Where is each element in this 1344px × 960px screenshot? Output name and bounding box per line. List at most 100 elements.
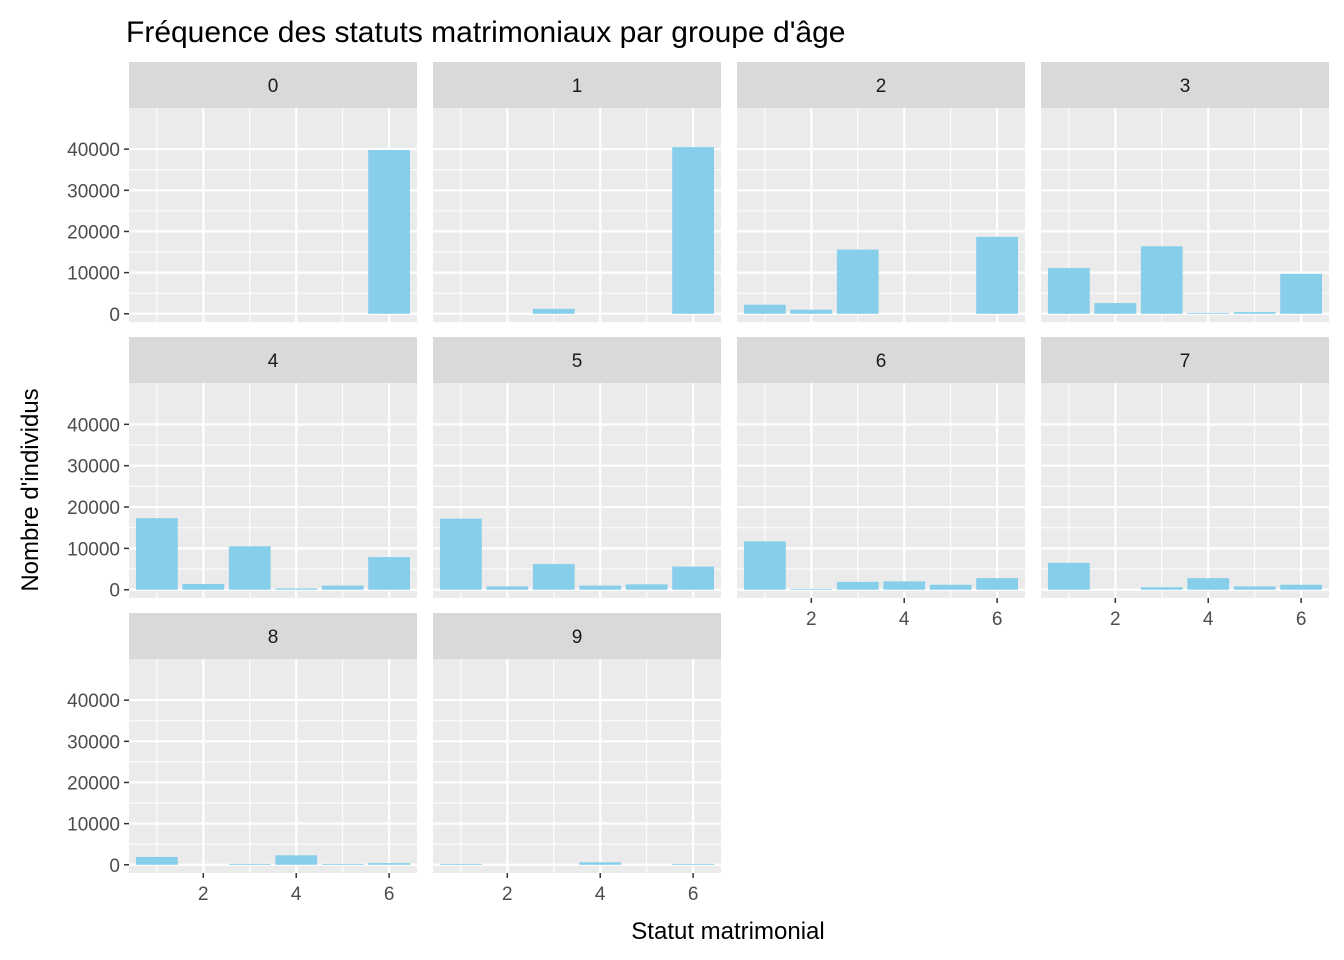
y-tick-label: 10000 (67, 539, 120, 560)
facet-strip-label: 4 (268, 351, 279, 372)
x-tick-label: 2 (1110, 609, 1121, 630)
facet-panel-5: 5 (433, 337, 721, 598)
x-tick-label: 2 (198, 884, 209, 905)
bar (275, 855, 318, 865)
y-tick-label: 40000 (67, 691, 120, 712)
bar (976, 236, 1019, 314)
facet-panel-3: 3 (1041, 62, 1329, 322)
y-tick-label: 30000 (67, 181, 120, 202)
x-tick-label: 6 (688, 884, 699, 905)
y-axis-title: Nombre d'individus (17, 388, 44, 591)
bar (1047, 562, 1090, 590)
bar (439, 518, 482, 590)
y-tick-label: 30000 (67, 457, 120, 478)
bar (929, 584, 972, 590)
x-tick-label: 6 (992, 609, 1003, 630)
bar (1094, 303, 1137, 314)
facet-strip-label: 2 (876, 76, 887, 97)
bar (1233, 586, 1276, 590)
bar (836, 581, 879, 590)
facet-panel-7: 7 2 4 6 (1041, 337, 1329, 630)
x-tick-label: 2 (806, 609, 817, 630)
bar (672, 566, 715, 590)
bar (790, 309, 833, 314)
x-tick-label: 2 (502, 884, 513, 905)
y-tick-label: 30000 (67, 732, 120, 753)
facet-panel-1: 1 (433, 62, 721, 322)
facet-strip (1041, 62, 1329, 108)
bar (672, 147, 715, 314)
bar (321, 863, 364, 865)
bar (486, 586, 529, 590)
y-tick-label: 20000 (67, 773, 120, 794)
bar (976, 578, 1019, 590)
panel-background (433, 659, 721, 873)
bar (275, 588, 318, 590)
bar (1047, 268, 1090, 314)
x-tick-label: 4 (1203, 609, 1214, 630)
y-tick-label: 0 (109, 581, 120, 602)
facet-panel-0: 0 0 10000 20000 30000 40000 (67, 62, 417, 326)
facet-strip-label: 7 (1180, 351, 1191, 372)
bar (1140, 587, 1183, 590)
y-tick-label: 20000 (67, 222, 120, 243)
bar (228, 863, 271, 865)
y-tick-label: 40000 (67, 140, 120, 161)
x-tick-label: 4 (595, 884, 606, 905)
bar (135, 856, 178, 865)
facet-panel-9: 9 2 4 6 (433, 613, 721, 905)
bar (439, 863, 482, 865)
x-axis-title: Statut matrimonial (631, 918, 824, 945)
facet-strip (129, 62, 417, 108)
facet-strip-label: 5 (572, 351, 583, 372)
facet-strip (129, 337, 417, 383)
bar (1140, 246, 1183, 314)
y-tick-label: 10000 (67, 264, 120, 285)
bar (579, 862, 622, 865)
facet-strip (433, 613, 721, 659)
y-tick-label: 40000 (67, 415, 120, 436)
facet-panels: 0 0 10000 20000 30000 40000 1 2 3 4 0 10000 20000 300… (67, 62, 1329, 905)
bar (579, 585, 622, 590)
y-tick-label: 20000 (67, 498, 120, 519)
facet-strip-label: 9 (572, 627, 583, 648)
bar (743, 541, 786, 590)
bar (625, 584, 668, 590)
bar (743, 304, 786, 314)
bar (368, 863, 411, 865)
facet-panel-2: 2 (737, 62, 1025, 322)
bar (883, 581, 926, 590)
facet-strip-label: 8 (268, 627, 279, 648)
bar (1233, 312, 1276, 314)
facet-strip-label: 6 (876, 351, 887, 372)
facet-strip (1041, 337, 1329, 383)
bar (532, 308, 575, 314)
bar (1187, 312, 1230, 314)
facet-strip (433, 337, 721, 383)
facet-strip-label: 3 (1180, 76, 1191, 97)
y-tick-label: 0 (109, 305, 120, 326)
facet-strip-label: 0 (268, 76, 279, 97)
x-tick-label: 4 (899, 609, 910, 630)
facet-panel-6: 6 2 4 6 (737, 337, 1025, 630)
facet-strip (737, 62, 1025, 108)
y-tick-label: 0 (109, 856, 120, 877)
x-tick-label: 6 (1296, 609, 1307, 630)
facet-panel-4: 4 0 10000 20000 30000 40000 (67, 337, 417, 602)
facet-panel-8: 8 0 10000 20000 30000 40000 2 4 6 (67, 613, 417, 905)
x-tick-label: 6 (384, 884, 395, 905)
y-tick-label: 10000 (67, 815, 120, 836)
bar (1280, 584, 1323, 590)
bar (182, 583, 225, 590)
panel-background (1041, 383, 1329, 598)
bar (228, 546, 271, 590)
x-tick-label: 4 (291, 884, 302, 905)
bar (836, 249, 879, 314)
bar (321, 585, 364, 590)
bar (672, 863, 715, 865)
facet-strip (433, 62, 721, 108)
bar (790, 588, 833, 590)
bar (135, 518, 178, 590)
chart-title: Fréquence des statuts matrimoniaux par g… (126, 16, 845, 49)
bar (532, 564, 575, 590)
